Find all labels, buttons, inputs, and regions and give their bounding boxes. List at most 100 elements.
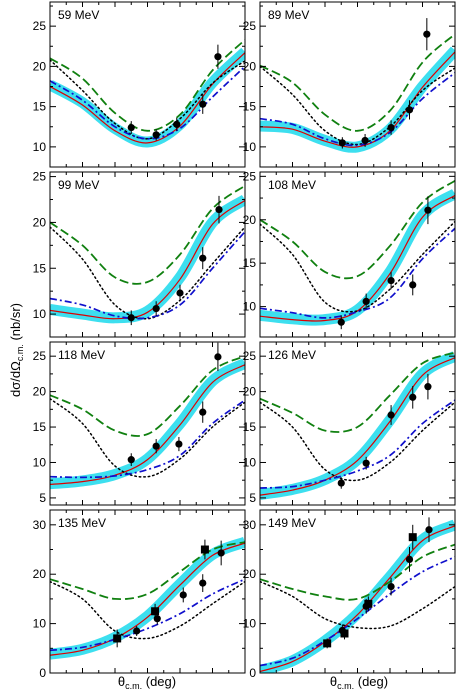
- data-point-square: [200, 545, 209, 554]
- chart-panel-2: 10 15 20 25 89 MeV: [243, 1, 456, 168]
- y-tick-label: 20: [33, 385, 47, 399]
- y-tick-label: 20: [243, 567, 257, 581]
- y-tick-label: 15: [33, 261, 47, 275]
- series-dotted-black: [50, 59, 245, 140]
- data-point-circle: [173, 120, 181, 128]
- y-tick-label: 30: [33, 518, 47, 532]
- series-dashed-green: [260, 33, 455, 132]
- series-solid-red: [50, 199, 245, 320]
- series-dotted-black: [260, 580, 455, 630]
- plot-area: [50, 185, 245, 326]
- series-dotted-black: [50, 397, 245, 478]
- data-point-circle: [424, 383, 432, 391]
- data-point-circle: [199, 579, 207, 587]
- series-band: [260, 351, 455, 500]
- series-solid-red: [50, 364, 245, 485]
- data-point-square: [408, 533, 417, 542]
- data-point-circle: [175, 440, 183, 448]
- series-band: [50, 47, 245, 148]
- series-solid-red: [260, 194, 455, 322]
- x-axis-label-right-main: θ: [330, 674, 337, 689]
- y-tick-label: 5: [39, 491, 46, 505]
- y-tick-label: 5: [249, 491, 256, 505]
- series-dashdot-blue: [260, 399, 455, 489]
- data-point-square: [364, 599, 373, 608]
- data-point-circle: [199, 100, 207, 108]
- x-axis-label-left: θc.m. (deg): [118, 674, 176, 691]
- data-point-circle: [214, 353, 222, 361]
- series-dashdot-blue: [50, 578, 245, 652]
- data-point-circle: [362, 297, 370, 305]
- y-tick-label: 20: [33, 215, 47, 229]
- plot-area: [260, 351, 455, 500]
- data-point-circle: [405, 555, 414, 563]
- y-tick-label: 15: [33, 420, 47, 434]
- y-tick-label: 10: [243, 140, 257, 154]
- data-point-circle: [361, 136, 369, 145]
- series-dotted-black: [260, 65, 455, 146]
- chart-panel-4: 10 15 20 25 108 MeV: [243, 169, 456, 338]
- data-point-circle: [152, 304, 160, 313]
- series-dotted-black: [50, 580, 245, 640]
- series-dashed-green: [50, 185, 245, 285]
- data-point-circle: [337, 479, 345, 487]
- panel-energy-label: 59 MeV: [58, 8, 99, 22]
- data-point-circle: [152, 131, 160, 139]
- x-axis-label-right: θc.m. (deg): [330, 674, 388, 691]
- data-point-circle: [387, 123, 395, 132]
- chart-panel-7: 0 10 20 30 135 MeV: [33, 509, 246, 680]
- x-axis-label-right-unit: (deg): [354, 674, 388, 689]
- panel-energy-label: 89 MeV: [268, 8, 309, 22]
- data-point-circle: [337, 318, 345, 326]
- y-tick-label: 25: [243, 349, 257, 363]
- y-axis-label-main: dσ/dΩ: [8, 361, 23, 397]
- data-point-circle: [425, 526, 433, 534]
- data-point-circle: [424, 206, 432, 214]
- y-tick-label: 20: [33, 59, 47, 73]
- data-point-circle: [423, 30, 431, 38]
- chart-panel-1: 10 15 20 25 59 MeV: [33, 1, 246, 168]
- y-tick-label: 10: [33, 617, 47, 631]
- series-dashdot-blue: [50, 399, 245, 479]
- data-point-circle: [387, 582, 395, 591]
- y-tick-label: 10: [243, 455, 257, 469]
- series-dashed-green: [50, 39, 245, 132]
- y-tick-label: 30: [243, 518, 257, 532]
- series-dashed-green: [260, 351, 455, 433]
- y-tick-label: 20: [243, 213, 257, 227]
- series-dotted-black: [50, 226, 245, 320]
- y-tick-label: 0: [39, 666, 46, 680]
- data-point-circle: [387, 276, 395, 285]
- data-point-square: [340, 629, 349, 638]
- y-tick-label: 15: [243, 420, 257, 434]
- panel-energy-label: 135 MeV: [58, 516, 106, 530]
- y-tick-label: 15: [33, 100, 47, 114]
- series-dashdot-blue: [260, 556, 455, 667]
- chart-panel-5: 5 10 15 20 25 118 MeV: [33, 341, 246, 506]
- y-tick-label: 25: [33, 170, 47, 184]
- panel-energy-label: 118 MeV: [58, 348, 105, 362]
- data-point-circle: [127, 123, 135, 132]
- panel-energy-label: 126 MeV: [268, 348, 316, 362]
- series-dashed-green: [50, 541, 245, 601]
- data-point-circle: [199, 254, 207, 262]
- data-point-circle: [133, 627, 141, 635]
- data-point-square: [151, 607, 160, 616]
- data-point-circle: [176, 289, 184, 297]
- series-band: [50, 194, 245, 324]
- series-solid-red: [260, 51, 455, 148]
- data-point-circle: [387, 411, 395, 419]
- y-tick-label: 15: [243, 256, 257, 270]
- panel-energy-label: 99 MeV: [58, 178, 99, 192]
- data-point-square: [323, 639, 332, 648]
- data-point-circle: [153, 615, 161, 623]
- series-dashdot-blue: [260, 227, 455, 319]
- series-dotted-black: [260, 401, 455, 482]
- panels-group: 10 15 20 25 59 MeV 10 15 20 25 89 MeV 10 15 20 25 99 M…: [33, 1, 456, 680]
- plot-area: [50, 536, 245, 660]
- data-point-circle: [199, 408, 207, 416]
- series-band: [260, 519, 455, 673]
- y-tick-label: 20: [243, 385, 257, 399]
- series-dashed-green: [50, 355, 245, 437]
- y-tick-label: 20: [243, 59, 257, 73]
